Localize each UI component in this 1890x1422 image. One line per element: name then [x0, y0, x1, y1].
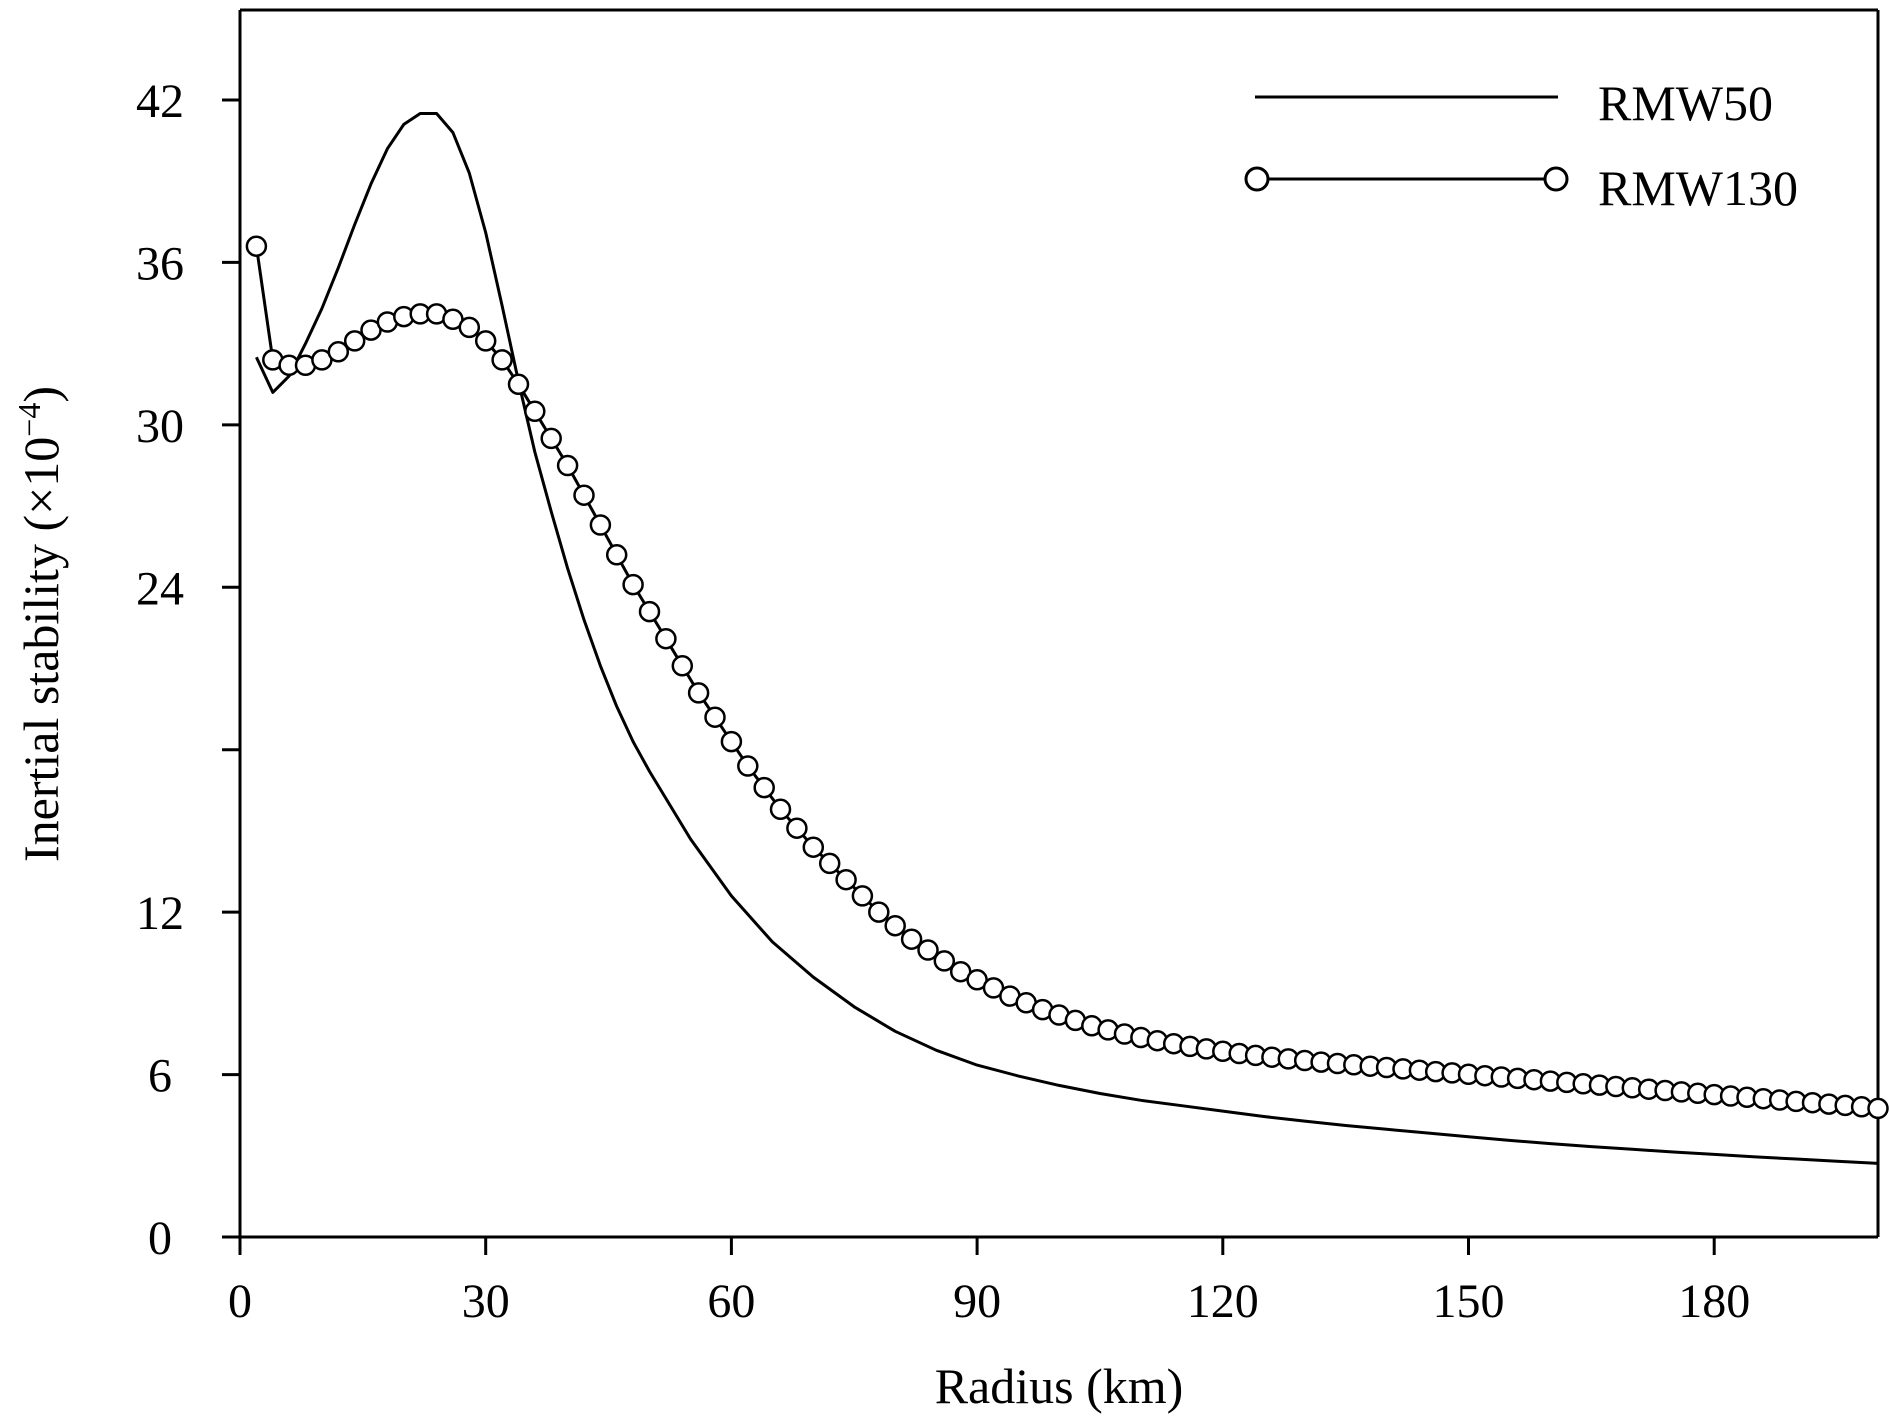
y-tick-label: 0 — [148, 1212, 172, 1265]
data-point-rmw130 — [704, 706, 726, 728]
data-point-rmw130 — [245, 235, 268, 257]
data-point-rmw130 — [605, 544, 628, 566]
data-point-rmw130 — [343, 330, 366, 352]
data-point-rmw130 — [769, 798, 792, 821]
y-tick-label: 12 — [136, 887, 184, 940]
data-point-rmw130 — [556, 454, 579, 477]
series-line-rmw50 — [255, 112, 1879, 1165]
data-point-rmw130 — [507, 373, 530, 396]
data-point-rmw130 — [818, 852, 841, 875]
y-tick-label: 42 — [136, 75, 184, 128]
y-tick-label: 24 — [136, 562, 184, 615]
data-point-rmw130 — [737, 755, 759, 777]
x-tick-label: 30 — [462, 1275, 510, 1328]
legend: RMW50 RMW130 — [1244, 75, 1798, 216]
data-point-rmw130 — [687, 682, 710, 704]
data-point-rmw130 — [540, 427, 562, 450]
data-point-rmw130 — [524, 400, 546, 423]
y-axis-title: Inertial stability (×10−4) — [11, 386, 69, 862]
data-point-rmw130 — [720, 730, 743, 753]
x-tick-label: 0 — [228, 1275, 252, 1328]
data-point-rmw130 — [835, 868, 857, 891]
data-point-rmw130 — [491, 349, 513, 371]
x-tick-label: 150 — [1433, 1275, 1505, 1328]
legend-label-rmw50: RMW50 — [1598, 75, 1773, 131]
legend-marker-rmw130-left — [1244, 166, 1270, 192]
y-ticks: 0 6 12 24 30 36 42 — [136, 75, 240, 1265]
y-tick-label: 6 — [148, 1050, 172, 1103]
y-tick-label: 30 — [136, 400, 184, 453]
data-point-rmw130 — [933, 950, 956, 972]
data-point-rmw130 — [786, 817, 808, 839]
data-point-rmw130 — [1867, 1097, 1889, 1120]
data-point-rmw130 — [851, 885, 874, 907]
data-point-rmw130 — [655, 627, 677, 650]
plot-frame-group — [238, 8, 1880, 1239]
x-tick-label: 90 — [953, 1275, 1001, 1328]
data-point-rmw130 — [671, 655, 694, 677]
data-point-rmw130 — [622, 573, 644, 596]
y-axis-title-main: Inertial stability (×10 — [13, 437, 69, 862]
x-tick-label: 60 — [707, 1275, 755, 1328]
data-point-rmw130 — [884, 914, 906, 937]
data-point-rmw130 — [753, 776, 775, 799]
legend-label-rmw130: RMW130 — [1598, 160, 1798, 216]
data-point-rmw130 — [458, 316, 481, 339]
y-axis-title-close: ) — [13, 386, 69, 403]
y-tick-label: 36 — [136, 237, 184, 290]
y-axis-title-exponent: −4 — [11, 403, 47, 437]
x-ticks: 0 30 60 90 120 150 180 — [228, 1237, 1750, 1328]
series-rmw50 — [255, 112, 1879, 1165]
data-point-rmw130 — [638, 600, 661, 623]
data-point-rmw130 — [327, 341, 350, 363]
data-point-rmw130 — [573, 484, 595, 506]
x-tick-label: 180 — [1678, 1275, 1750, 1328]
data-point-rmw130 — [802, 836, 825, 858]
data-point-rmw130 — [589, 514, 612, 536]
legend-marker-rmw130-right — [1543, 166, 1569, 192]
data-point-rmw130 — [868, 901, 890, 923]
data-point-rmw130 — [474, 330, 497, 352]
data-point-rmw130 — [917, 939, 939, 961]
data-point-rmw130 — [900, 928, 923, 950]
series-layer — [245, 112, 1889, 1165]
x-axis-title: Radius (km) — [935, 1358, 1184, 1414]
series-rmw130 — [245, 235, 1889, 1120]
x-tick-label: 120 — [1187, 1275, 1259, 1328]
series-line-rmw130 — [254, 245, 1879, 1110]
